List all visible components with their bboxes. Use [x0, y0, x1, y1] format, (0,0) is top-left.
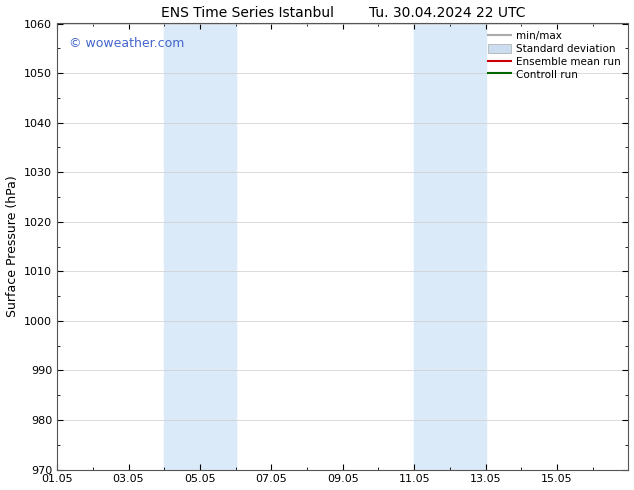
- Bar: [414, 24, 486, 469]
- Title: ENS Time Series Istanbul        Tu. 30.04.2024 22 UTC: ENS Time Series Istanbul Tu. 30.04.2024 …: [160, 5, 525, 20]
- Text: © woweather.com: © woweather.com: [68, 37, 184, 50]
- Bar: [164, 24, 236, 469]
- Y-axis label: Surface Pressure (hPa): Surface Pressure (hPa): [6, 176, 18, 318]
- Legend: min/max, Standard deviation, Ensemble mean run, Controll run: min/max, Standard deviation, Ensemble me…: [486, 29, 623, 82]
